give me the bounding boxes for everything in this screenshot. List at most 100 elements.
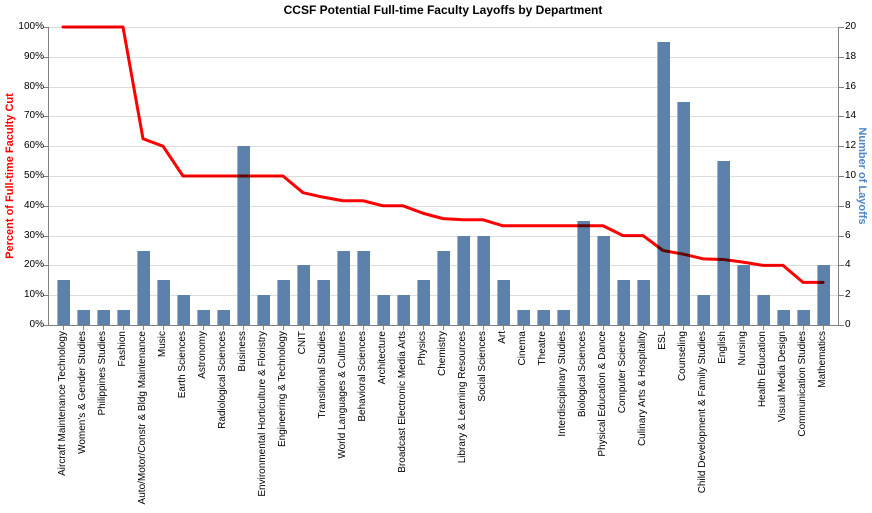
x-axis-label: Theatre	[537, 331, 548, 366]
bar-visual-media-design	[777, 310, 790, 325]
bar-radiological-sciences	[217, 310, 230, 325]
right-axis-tick-label: 16	[845, 80, 857, 92]
bar-physical-education-dance	[597, 235, 610, 325]
x-axis-tick	[563, 326, 564, 330]
right-axis-tick-label: 0	[845, 319, 851, 330]
x-axis-label: Radiological Sciences	[217, 331, 228, 429]
bar-aircraft-maintenance-technology	[57, 280, 70, 325]
x-axis-label: Communication Studies	[797, 331, 808, 437]
gridline	[48, 116, 838, 118]
chart-title: CCSF Potential Full-time Faculty Layoffs…	[283, 3, 603, 17]
bar-health-education	[757, 295, 770, 325]
right-axis-tick-label: 6	[845, 229, 851, 241]
x-axis-tick	[663, 326, 664, 330]
x-axis-label: Biological Sciences	[577, 331, 588, 418]
left-axis-tick-label: 60%	[23, 140, 44, 152]
bar-women-s-gender-studies	[77, 310, 90, 325]
x-axis-label: Astronomy	[197, 331, 208, 379]
right-axis-tick-label: 10	[845, 170, 857, 181]
x-axis-tick	[583, 326, 584, 330]
x-axis-label: Environmental Horticulture & Floristry	[257, 331, 268, 497]
x-axis-tick	[443, 326, 444, 330]
bar-philippines-studies	[97, 310, 110, 325]
x-axis-tick	[423, 326, 424, 330]
bar-social-sciences	[477, 235, 490, 325]
x-axis-label: Engineering & Technology	[277, 331, 288, 448]
x-axis-tick	[723, 326, 724, 330]
x-axis-tick	[263, 326, 264, 330]
x-axis-tick	[463, 326, 464, 330]
right-axis-tick	[839, 325, 844, 326]
bar-chemistry	[437, 250, 450, 325]
left-axis-tick	[43, 235, 48, 237]
x-axis-label: Social Sciences	[477, 331, 488, 402]
x-axis-label: Business	[237, 331, 248, 372]
right-axis-tick-label: 20	[845, 21, 857, 32]
x-axis-label: Visual Media Design	[777, 331, 788, 422]
bar-counseling	[677, 101, 690, 325]
bar-biological-sciences	[577, 220, 590, 325]
right-axis-tick	[839, 56, 844, 58]
x-axis-tick	[523, 326, 524, 330]
gridline	[48, 146, 838, 148]
left-axis-tick-label: 30%	[23, 229, 44, 241]
bar-cnit	[297, 265, 310, 325]
x-axis-label: Earth Sciences	[177, 331, 188, 399]
bar-nursing	[737, 265, 750, 325]
right-axis-tick	[839, 176, 844, 177]
x-axis-tick	[243, 326, 244, 330]
x-axis-label: English	[717, 331, 728, 364]
right-axis-tick-label: 2	[845, 289, 851, 301]
x-axis-tick	[543, 326, 544, 330]
bar-transitional-studies	[317, 280, 330, 325]
x-axis-tick	[623, 326, 624, 330]
x-axis-tick	[103, 326, 104, 330]
x-axis-tick	[343, 326, 344, 330]
left-axis-tick-label: 40%	[23, 199, 44, 211]
bar-esl	[657, 41, 670, 325]
x-axis-tick	[483, 326, 484, 330]
x-axis-label: Broadcast Electronic Media Arts	[397, 331, 408, 473]
right-axis-tick-label: 4	[845, 259, 851, 271]
x-axis-label: Counseling	[677, 331, 688, 382]
x-axis-label: Mathematics	[817, 331, 828, 388]
x-axis-label: Women's & Gender Studies	[77, 331, 88, 454]
left-axis-tick-label: 0%	[29, 319, 44, 330]
bar-art	[497, 280, 510, 325]
bar-music	[157, 280, 170, 325]
x-axis-label: Interdisciplinary Studies	[557, 331, 568, 437]
x-axis-tick	[643, 326, 644, 330]
right-axis-tick	[839, 235, 844, 237]
x-axis-label: Physics	[417, 331, 428, 366]
right-axis-tick	[839, 27, 844, 28]
x-axis-tick	[683, 326, 684, 330]
bar-astronomy	[197, 310, 210, 325]
x-axis-label: World Languages & Cultures	[337, 331, 348, 459]
left-axis-tick	[43, 325, 48, 326]
right-axis-tick	[839, 116, 844, 118]
x-axis-label: Philippines Studies	[97, 331, 108, 416]
bar-interdisciplinary-studies	[557, 310, 570, 325]
bar-behavioral-sciences	[357, 250, 370, 325]
left-axis-tick	[43, 146, 48, 148]
x-axis-label: Architecture	[377, 331, 388, 385]
right-axis-tick	[839, 265, 844, 267]
left-axis-tick-label: 90%	[23, 50, 44, 62]
x-axis-label: Cinema	[517, 331, 528, 366]
bar-architecture	[377, 295, 390, 325]
left-axis-tick-label: 80%	[23, 80, 44, 92]
x-axis-tick	[123, 326, 124, 330]
gridline	[48, 56, 838, 58]
x-axis-tick	[143, 326, 144, 330]
x-axis-line	[48, 325, 839, 326]
left-axis-tick-label: 70%	[23, 110, 44, 122]
bar-broadcast-electronic-media-arts	[397, 295, 410, 325]
x-axis-label: Computer Science	[617, 331, 628, 414]
x-axis-tick	[603, 326, 604, 330]
x-axis-tick	[303, 326, 304, 330]
x-axis-label: Music	[157, 331, 168, 358]
left-axis-tick	[43, 116, 48, 118]
x-axis-tick	[703, 326, 704, 330]
right-axis-tick	[839, 86, 844, 88]
left-axis-tick-label: 100%	[18, 21, 44, 32]
